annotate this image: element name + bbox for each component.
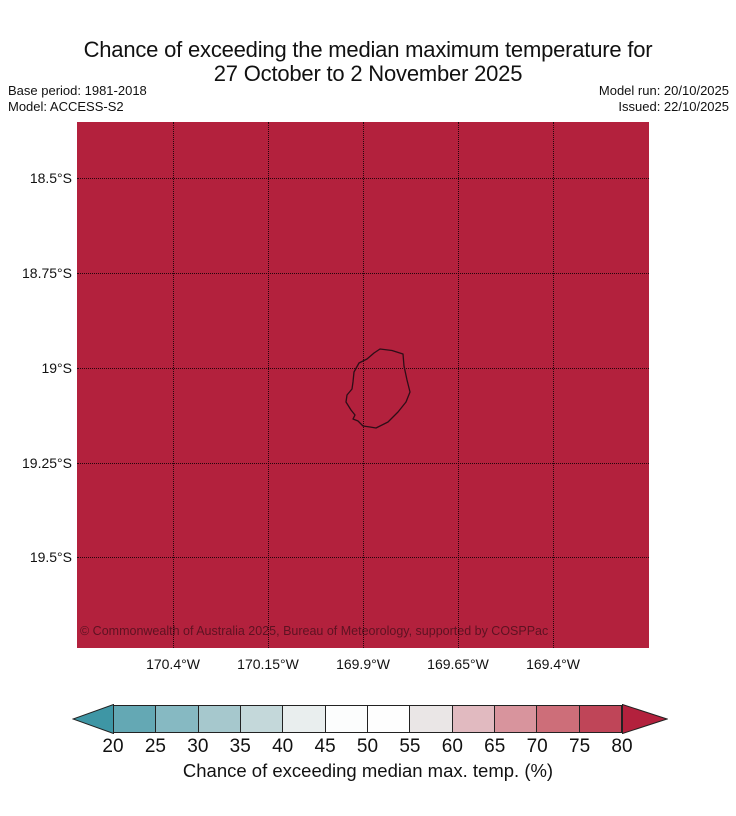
colorbar-tick-label: 30: [187, 736, 209, 757]
colorbar-tick-label: 65: [484, 736, 506, 757]
x-tick-label: 169.9°W: [336, 656, 390, 672]
y-tick-label: 19°S: [41, 360, 72, 376]
colorbar-segment: [155, 706, 198, 732]
colorbar-segment: [536, 706, 579, 732]
colorbar: [113, 705, 622, 733]
colorbar-segment: [324, 706, 367, 732]
model-text: Model: ACCESS-S2: [8, 99, 124, 114]
colorbar-segment: [578, 706, 621, 732]
colorbar-under-arrow: [72, 704, 114, 734]
colorbar-label: Chance of exceeding median max. temp. (%…: [182, 760, 554, 781]
y-tick-label: 18.5°S: [29, 170, 72, 186]
issued-text: Issued: 22/10/2025: [618, 99, 729, 114]
map-panel: © Commonwealth of Australia 2025, Bureau…: [77, 122, 649, 648]
colorbar-segment: [197, 706, 240, 732]
colorbar-tick-label: 35: [229, 736, 251, 757]
colorbar-segment: [493, 706, 537, 732]
colorbar-tick-label: 40: [272, 736, 294, 757]
x-tick-label: 170.15°W: [237, 656, 299, 672]
colorbar-segment: [239, 706, 283, 732]
colorbar-segment: [114, 706, 156, 732]
colorbar-tick-label: 75: [569, 736, 591, 757]
colorbar-tick-label: 70: [526, 736, 548, 757]
x-tick-label: 169.4°W: [526, 656, 580, 672]
colorbar-tick-label: 25: [144, 736, 166, 757]
colorbar-tick-label: 80: [611, 736, 633, 757]
title-line-2: 27 October to 2 November 2025: [213, 61, 523, 86]
title-line-1: Chance of exceeding the median maximum t…: [83, 37, 653, 62]
x-tick-label: 169.65°W: [427, 656, 489, 672]
model-run-text: Model run: 20/10/2025: [598, 83, 729, 98]
attribution-text: © Commonwealth of Australia 2025, Bureau…: [80, 624, 549, 638]
colorbar-tick-label: 45: [314, 736, 336, 757]
metadata-left: Base period: 1981-2018 Model: ACCESS-S2: [8, 83, 147, 115]
colorbar-tick-label: 20: [102, 736, 124, 757]
colorbar-segment: [282, 706, 325, 732]
colorbar-tick-label: 55: [399, 736, 421, 757]
colorbar-over-arrow: [622, 704, 668, 734]
y-tick-label: 19.5°S: [29, 549, 72, 565]
x-tick-label: 170.4°W: [146, 656, 200, 672]
colorbar-tick-label: 60: [441, 736, 463, 757]
y-tick-label: 19.25°S: [22, 455, 72, 471]
base-period-text: Base period: 1981-2018: [8, 83, 147, 98]
figure-title: Chance of exceeding the median maximum t…: [0, 38, 736, 86]
colorbar-segment: [366, 706, 410, 732]
metadata-right: Model run: 20/10/2025 Issued: 22/10/2025: [599, 83, 729, 115]
colorbar-segment: [451, 706, 494, 732]
niue-coastline-outline: [345, 348, 411, 429]
colorbar-tick-label: 50: [356, 736, 379, 757]
y-tick-label: 18.75°S: [22, 265, 72, 281]
colorbar-segment: [409, 706, 452, 732]
